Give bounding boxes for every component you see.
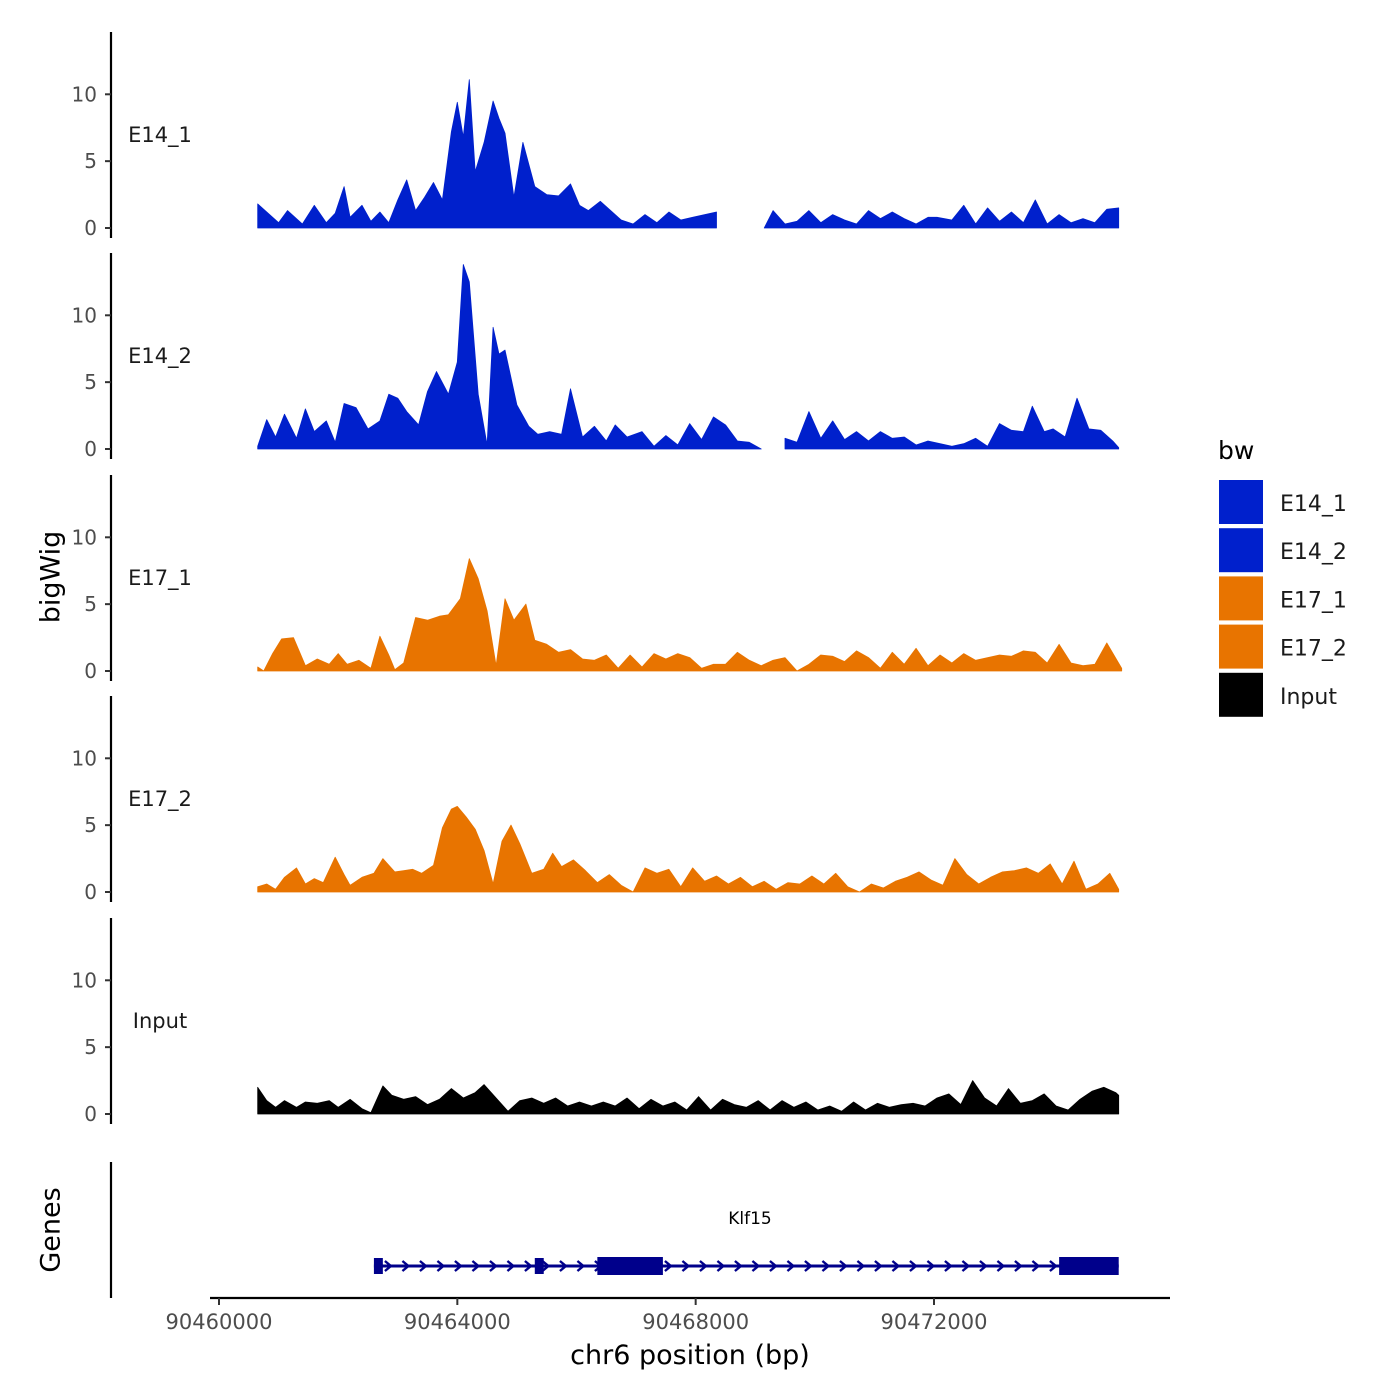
legend: bw E14_1 E14_2 E17_1 E17_2 Input [1218,436,1347,717]
strand-arrow [996,1260,1006,1272]
strand-arrow [401,1260,411,1272]
y-tick-label: 10 [72,968,97,992]
signal-area-E14_1 [763,199,1120,229]
strand-arrow [874,1260,883,1272]
strand-arrow [681,1260,691,1272]
panel-label: Input [133,1009,187,1033]
strand-arrow [436,1260,446,1272]
y-tick-label: 0 [84,437,97,461]
signal-panels: 0 5 10 E14_1 0 5 10 E14_2 0 5 10 E17_1 0 5 10 E17_2 0 5 10… [72,32,1123,1126]
signal-area-Input [257,1080,1120,1115]
legend-label: E14_2 [1280,540,1347,565]
strand-arrow [541,1260,551,1272]
y-tick-label: 0 [84,659,97,683]
legend-swatch [1219,672,1263,717]
panel-label: E14_1 [128,123,192,148]
strand-arrow [909,1260,918,1272]
x-ticks: 90460000 90464000 90468000 90472000 [166,1298,988,1334]
gene-name-label: Klf15 [728,1209,772,1229]
strand-arrow [769,1260,778,1272]
panel-label: E17_2 [128,787,192,812]
signal-area-E14_2 [784,397,1120,450]
strand-arrow [734,1260,743,1272]
y-tick-label: 10 [72,82,97,106]
legend-items: E14_1 E14_2 E17_1 E17_2 Input [1219,480,1347,717]
legend-label: E17_2 [1280,637,1347,662]
legend-label: E17_1 [1280,588,1347,613]
y-tick-label: 0 [84,1102,97,1126]
panel-Input: 0 5 10 Input [72,918,1120,1126]
y-tick-label: 10 [72,746,97,770]
legend-label: E14_1 [1280,492,1347,517]
strand-arrow [489,1260,498,1272]
strand-arrow [559,1260,568,1272]
gene-exon [373,1258,383,1274]
strand-arrow [699,1260,708,1272]
panel-E17_2: 0 5 10 E17_2 [72,696,1120,904]
gene-exon [597,1257,663,1275]
panel-E14_1: 0 5 10 E14_1 [72,32,1120,240]
y-tick-label: 10 [72,303,97,327]
x-tick-label: 90472000 [881,1310,988,1334]
legend-title: bw [1218,436,1254,465]
signal-area-E14_1 [257,79,717,229]
y-tick-label: 5 [84,592,97,616]
legend-label: Input [1280,685,1337,710]
x-tick-label: 90464000 [404,1310,511,1334]
x-tick-label: 90468000 [642,1310,749,1334]
strand-arrow [751,1260,761,1272]
strand-arrow [1014,1260,1023,1272]
y-tick-label: 5 [84,1035,97,1059]
strand-arrow [454,1260,463,1272]
strand-arrow [524,1260,533,1272]
strand-arrow [944,1260,953,1272]
y-tick-label: 0 [84,216,97,240]
signal-area-E17_2 [257,806,1120,893]
strand-arrow [926,1260,936,1272]
strand-arrow [786,1260,796,1272]
panel-E14_2: 0 5 10 E14_2 [72,253,1120,461]
strand-arrow [1031,1260,1041,1272]
x-axis-title: chr6 position (bp) [570,1340,810,1371]
y-tick-label: 5 [84,370,97,394]
x-axis: 90460000 90464000 90468000 90472000 chr6 po… [166,1296,1170,1371]
strand-arrow [384,1260,393,1272]
legend-swatch [1219,576,1263,621]
strand-arrow [961,1260,971,1272]
y-tick-label: 5 [84,813,97,837]
strand-arrow [804,1260,813,1272]
x-tick-label: 90460000 [166,1310,273,1334]
y-tick-label: 10 [72,525,97,549]
strand-arrow [821,1260,831,1272]
panel-E17_1: 0 5 10 E17_1 [72,475,1123,683]
genes-track-label: Genes [36,1187,67,1272]
strand-arrow [891,1260,901,1272]
strand-arrow [716,1260,726,1272]
strand-arrow [664,1260,673,1272]
gene-model [373,1257,1119,1275]
strand-arrow [839,1260,848,1272]
strand-arrow [576,1260,586,1272]
signal-area-E17_1 [257,558,1123,672]
legend-swatch [1219,624,1263,669]
strand-arrow [506,1260,516,1272]
y-tick-label: 0 [84,880,97,904]
y-tick-label: 5 [84,149,97,173]
strand-arrow [979,1260,988,1272]
strand-arrow [856,1260,866,1272]
strand-arrow [1049,1260,1058,1272]
genes-track: Genes Klf15 [36,1162,1119,1298]
legend-swatch [1219,528,1263,573]
strand-arrow [419,1260,428,1272]
strand-arrow [471,1260,481,1272]
y-axis-title: bigWig [36,531,67,624]
gene-exon [534,1258,544,1274]
panel-label: E14_2 [128,344,192,369]
gene-exon [1059,1257,1119,1275]
panel-label: E17_1 [128,566,192,591]
legend-swatch [1219,480,1263,524]
signal-area-E14_2 [257,264,762,450]
